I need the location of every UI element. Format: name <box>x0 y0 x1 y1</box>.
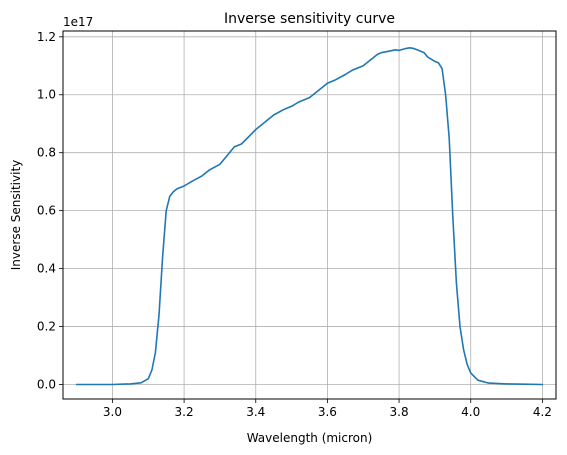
x-tick-label: 3.6 <box>318 405 337 419</box>
grid <box>63 31 556 399</box>
y-tick-label: 0.6 <box>37 204 56 218</box>
y-tick-label: 0.4 <box>37 262 56 276</box>
x-tick-label: 3.2 <box>175 405 194 419</box>
y-tick-label: 0.2 <box>37 320 56 334</box>
x-tick-label: 3.8 <box>390 405 409 419</box>
x-tick-label: 3.4 <box>246 405 265 419</box>
ticks: 3.0 3.2 3.4 3.6 3.8 4.0 4.2 0.0 0.2 0.4 0.6 0.8 1.0 1… <box>37 30 552 419</box>
y-axis-label: Inverse Sensitivity <box>9 160 23 270</box>
series-layer <box>75 46 544 386</box>
x-tick-label: 4.2 <box>533 405 552 419</box>
y-tick-label: 1.2 <box>37 30 56 44</box>
x-tick-label: 4.0 <box>461 405 480 419</box>
x-tick-label: 3.0 <box>103 405 122 419</box>
plot-frame <box>62 30 557 400</box>
offset-label: 1e17 <box>63 15 93 29</box>
chart-title: Inverse sensitivity curve <box>224 11 395 27</box>
series-line <box>75 46 544 386</box>
y-tick-label: 1.0 <box>37 88 56 102</box>
x-axis-label: Wavelength (micron) <box>247 431 373 445</box>
y-tick-label: 0.8 <box>37 146 56 160</box>
y-tick-label: 0.0 <box>37 378 56 392</box>
